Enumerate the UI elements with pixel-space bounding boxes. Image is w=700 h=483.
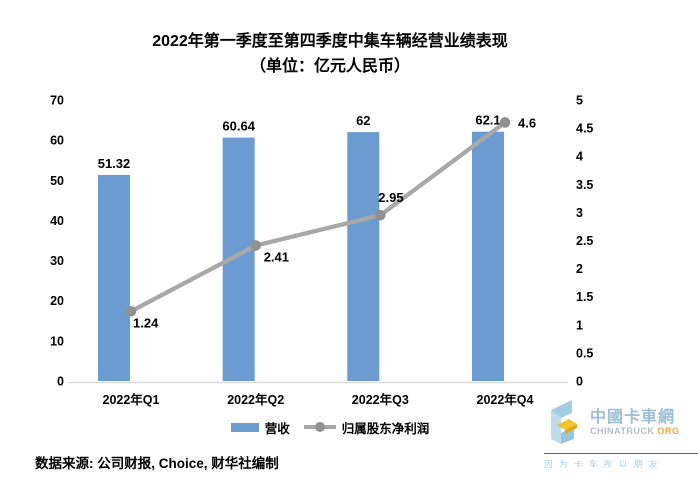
svg-text:1.5: 1.5 xyxy=(576,290,593,304)
chinatruck-cube-icon xyxy=(544,398,586,451)
legend-revenue-label: 营收 xyxy=(264,421,290,436)
chinatruck-domain-suffix: ORG xyxy=(657,426,680,436)
svg-text:2022年Q4: 2022年Q4 xyxy=(477,392,534,407)
chart-title-line2: （单位：亿元人民币） xyxy=(249,58,410,75)
svg-text:2: 2 xyxy=(576,262,583,276)
svg-text:20: 20 xyxy=(50,294,64,308)
svg-text:62.1: 62.1 xyxy=(475,113,500,128)
svg-text:60: 60 xyxy=(50,134,64,148)
svg-text:30: 30 xyxy=(50,254,64,268)
svg-text:3.5: 3.5 xyxy=(576,178,593,192)
svg-text:1: 1 xyxy=(576,318,583,332)
chart-legend: 营收 归属股东净利润 xyxy=(0,418,660,437)
svg-text:2022年Q2: 2022年Q2 xyxy=(227,392,284,407)
chinatruck-domain: CHINATRUCK ORG xyxy=(590,426,679,437)
legend-net-profit-line-swatch xyxy=(303,422,336,432)
legend-revenue-swatch xyxy=(230,422,259,432)
svg-text:2.95: 2.95 xyxy=(378,190,403,205)
svg-text:0: 0 xyxy=(576,375,583,389)
legend-net-profit-marker-icon xyxy=(314,422,325,432)
chart-title: 2022年第一季度至第四季度中集车辆经营业绩表现 （单位：亿元人民币） xyxy=(0,29,660,79)
legend-item-revenue: 营收 xyxy=(230,418,290,437)
chinatruck-site-name: 中國卡車網 xyxy=(590,409,676,426)
watermark-divider xyxy=(544,453,698,454)
svg-text:3: 3 xyxy=(576,206,583,220)
svg-text:62: 62 xyxy=(356,113,370,128)
chinatruck-domain-name: CHINATRUCK xyxy=(590,426,655,436)
chinatruck-slogan: 因为卡车所以朋友 xyxy=(544,459,665,469)
svg-text:1.24: 1.24 xyxy=(133,315,159,330)
svg-text:0.5: 0.5 xyxy=(576,346,593,360)
svg-text:5: 5 xyxy=(576,94,583,108)
svg-text:2022年Q3: 2022年Q3 xyxy=(352,392,409,407)
legend-net-profit-label: 归属股东净利润 xyxy=(341,421,430,436)
svg-text:4.5: 4.5 xyxy=(576,122,593,136)
chart-title-line1: 2022年第一季度至第四季度中集车辆经营业绩表现 xyxy=(152,33,508,50)
svg-text:4.6: 4.6 xyxy=(518,115,536,130)
svg-text:60.64: 60.64 xyxy=(222,119,255,134)
svg-text:2022年Q1: 2022年Q1 xyxy=(103,392,160,407)
svg-text:2.41: 2.41 xyxy=(264,250,289,265)
svg-text:40: 40 xyxy=(50,214,64,228)
svg-text:51.32: 51.32 xyxy=(98,156,131,171)
data-source-note: 数据来源: 公司财报, Choice, 财华社编制 xyxy=(35,456,279,471)
svg-text:0: 0 xyxy=(57,375,64,389)
svg-text:70: 70 xyxy=(50,94,64,108)
svg-text:2.5: 2.5 xyxy=(576,234,593,248)
chinatruck-watermark: 中國卡車網 CHINATRUCK ORG 因为卡车所以朋友 xyxy=(544,398,700,470)
svg-text:50: 50 xyxy=(50,174,64,188)
svg-text:4: 4 xyxy=(576,150,583,164)
legend-item-net-profit: 归属股东净利润 xyxy=(303,418,430,437)
svg-text:10: 10 xyxy=(50,334,64,348)
